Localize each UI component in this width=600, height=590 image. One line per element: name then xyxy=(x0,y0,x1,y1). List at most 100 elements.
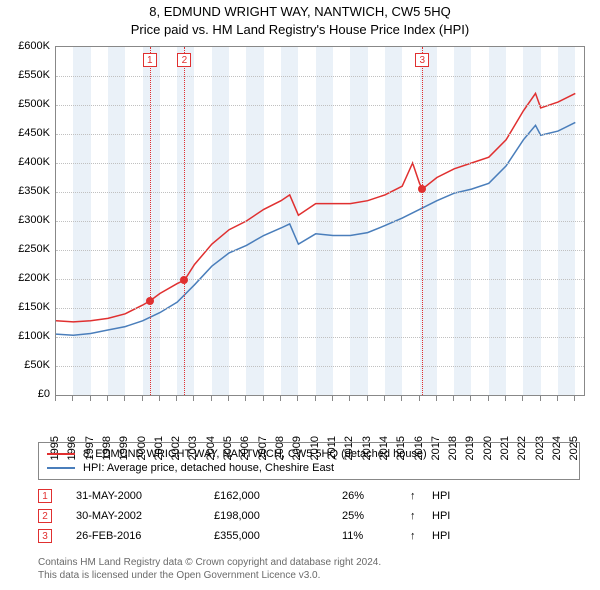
footer-attribution: Contains HM Land Registry data © Crown c… xyxy=(38,556,580,582)
sale-marker-inplot: 2 xyxy=(177,53,191,67)
x-tick xyxy=(349,396,350,401)
gridline xyxy=(56,105,584,106)
x-tick xyxy=(384,396,385,401)
arrow-up-icon: ↑ xyxy=(410,490,424,502)
series-line-hpi xyxy=(56,122,575,335)
series-line-property xyxy=(56,93,575,322)
x-tick xyxy=(557,396,558,401)
sale-vs-1: HPI xyxy=(432,490,450,502)
y-axis-label: £250K xyxy=(0,243,50,255)
sale-marker-1: 1 xyxy=(38,489,52,503)
gridline xyxy=(56,76,584,77)
gridline xyxy=(56,250,584,251)
footer-line-1: Contains HM Land Registry data © Crown c… xyxy=(38,556,580,569)
sale-pct-1: 26% xyxy=(342,490,402,502)
y-axis-label: £200K xyxy=(0,272,50,284)
sale-vline xyxy=(150,47,151,395)
gridline xyxy=(56,279,584,280)
chart-title-address: 8, EDMUND WRIGHT WAY, NANTWICH, CW5 5HQ xyxy=(0,4,600,19)
y-axis-label: £150K xyxy=(0,301,50,313)
sale-marker-2: 2 xyxy=(38,509,52,523)
x-tick xyxy=(159,396,160,401)
y-axis-label: £300K xyxy=(0,214,50,226)
x-tick xyxy=(522,396,523,401)
x-tick xyxy=(228,396,229,401)
sale-date-1: 31-MAY-2000 xyxy=(60,490,206,502)
x-tick xyxy=(176,396,177,401)
sale-vline xyxy=(422,47,423,395)
chart-legend: 8, EDMUND WRIGHT WAY, NANTWICH, CW5 5HQ … xyxy=(38,442,580,480)
chart-plot-area: 1 2 3 xyxy=(55,46,585,396)
x-tick xyxy=(124,396,125,401)
x-tick xyxy=(107,396,108,401)
x-tick xyxy=(193,396,194,401)
sale-vline xyxy=(184,47,185,395)
legend-label-hpi: HPI: Average price, detached house, Ches… xyxy=(83,462,334,474)
y-axis-label: £350K xyxy=(0,185,50,197)
y-axis-label: £450K xyxy=(0,127,50,139)
sales-table: 1 31-MAY-2000 £162,000 26% ↑ HPI 2 30-MA… xyxy=(38,486,580,546)
gridline xyxy=(56,366,584,367)
legend-label-property: 8, EDMUND WRIGHT WAY, NANTWICH, CW5 5HQ … xyxy=(83,448,427,460)
sale-price-2: £198,000 xyxy=(214,510,334,522)
x-tick xyxy=(297,396,298,401)
legend-item-hpi: HPI: Average price, detached house, Ches… xyxy=(47,461,571,475)
x-tick xyxy=(245,396,246,401)
arrow-up-icon: ↑ xyxy=(410,510,424,522)
y-axis-label: £50K xyxy=(0,359,50,371)
x-tick xyxy=(540,396,541,401)
x-tick xyxy=(72,396,73,401)
x-tick xyxy=(453,396,454,401)
gridline xyxy=(56,221,584,222)
gridline xyxy=(56,337,584,338)
gridline xyxy=(56,163,584,164)
x-tick xyxy=(280,396,281,401)
x-tick xyxy=(263,396,264,401)
gridline xyxy=(56,192,584,193)
sale-price-1: £162,000 xyxy=(214,490,334,502)
x-tick xyxy=(142,396,143,401)
y-axis-label: £600K xyxy=(0,40,50,52)
sale-vs-2: HPI xyxy=(432,510,450,522)
x-tick xyxy=(315,396,316,401)
sale-pct-3: 11% xyxy=(342,530,402,542)
sale-marker-inplot: 3 xyxy=(415,53,429,67)
arrow-up-icon: ↑ xyxy=(410,530,424,542)
x-tick xyxy=(55,396,56,401)
sale-marker-3: 3 xyxy=(38,529,52,543)
chart-title-subtitle: Price paid vs. HM Land Registry's House … xyxy=(0,22,600,37)
sale-dot xyxy=(146,297,154,305)
sale-price-3: £355,000 xyxy=(214,530,334,542)
sale-row-1: 1 31-MAY-2000 £162,000 26% ↑ HPI xyxy=(38,486,580,506)
legend-swatch-property xyxy=(47,453,75,455)
sale-date-2: 30-MAY-2002 xyxy=(60,510,206,522)
y-axis-label: £550K xyxy=(0,69,50,81)
sale-row-2: 2 30-MAY-2002 £198,000 25% ↑ HPI xyxy=(38,506,580,526)
y-axis-label: £100K xyxy=(0,330,50,342)
legend-item-property: 8, EDMUND WRIGHT WAY, NANTWICH, CW5 5HQ … xyxy=(47,447,571,461)
sale-dot xyxy=(180,276,188,284)
x-axis-ticks xyxy=(55,396,585,401)
x-tick xyxy=(488,396,489,401)
x-tick xyxy=(574,396,575,401)
x-tick xyxy=(211,396,212,401)
sale-vs-3: HPI xyxy=(432,530,450,542)
legend-swatch-hpi xyxy=(47,467,75,469)
y-axis-label: £400K xyxy=(0,156,50,168)
x-tick xyxy=(367,396,368,401)
x-tick xyxy=(332,396,333,401)
gridline xyxy=(56,134,584,135)
x-tick xyxy=(470,396,471,401)
sale-dot xyxy=(418,185,426,193)
y-axis-label: £500K xyxy=(0,98,50,110)
sale-pct-2: 25% xyxy=(342,510,402,522)
sale-marker-inplot: 1 xyxy=(143,53,157,67)
sale-row-3: 3 26-FEB-2016 £355,000 11% ↑ HPI xyxy=(38,526,580,546)
footer-line-2: This data is licensed under the Open Gov… xyxy=(38,569,580,582)
x-tick xyxy=(90,396,91,401)
x-tick xyxy=(401,396,402,401)
x-tick xyxy=(419,396,420,401)
y-axis-label: £0 xyxy=(0,388,50,400)
sale-date-3: 26-FEB-2016 xyxy=(60,530,206,542)
gridline xyxy=(56,308,584,309)
